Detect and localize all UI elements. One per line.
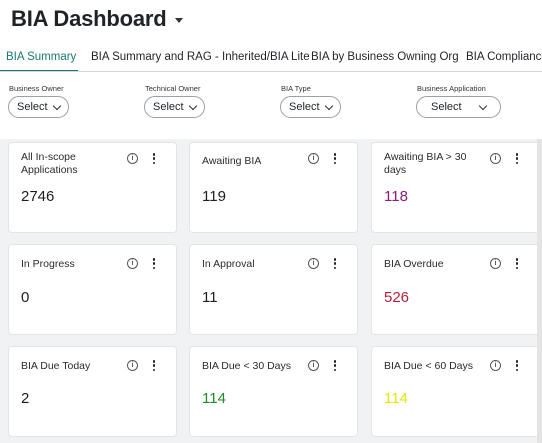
chevron-down-icon	[324, 101, 333, 110]
card-value: 0	[21, 289, 30, 306]
card-label: In Progress	[21, 258, 75, 270]
chevron-down-icon	[478, 101, 487, 110]
business-application-select[interactable]: Select	[416, 96, 501, 118]
info-icon[interactable]: i	[490, 360, 501, 371]
info-icon[interactable]: i	[308, 153, 319, 164]
more-options-icon[interactable]	[152, 359, 156, 372]
technical-owner-select[interactable]: Select	[144, 96, 205, 118]
more-options-icon[interactable]	[333, 152, 337, 165]
card-label: BIA Due Today	[21, 360, 91, 372]
card-value: 114	[384, 390, 408, 407]
filter-label: Business Application	[417, 84, 486, 93]
tab-bia-business-owning-org[interactable]: BIA by Business Owning Org	[311, 51, 459, 63]
chevron-down-icon	[52, 101, 61, 110]
card-value: 114	[202, 390, 226, 407]
chevron-down-icon[interactable]	[174, 18, 183, 23]
more-options-icon[interactable]	[152, 152, 156, 165]
filter-bia-type: BIA Type Select	[280, 84, 341, 118]
info-icon[interactable]: i	[308, 360, 319, 371]
more-options-icon[interactable]	[515, 359, 519, 372]
card-label: Awaiting BIA	[202, 155, 262, 167]
metric-card-awaiting-bia[interactable]: Awaiting BIA i 119	[190, 143, 357, 232]
more-options-icon[interactable]	[515, 257, 519, 270]
tab-bia-summary[interactable]: BIA Summary	[6, 51, 77, 63]
more-options-icon[interactable]	[515, 152, 519, 165]
info-icon[interactable]: i	[308, 258, 319, 269]
info-icon[interactable]: i	[490, 153, 501, 164]
info-icon[interactable]: i	[127, 360, 138, 371]
card-value: 118	[384, 188, 408, 205]
metric-card-bia-overdue[interactable]: BIA Overdue i 526	[372, 245, 539, 334]
card-label: All In-scope Applications	[21, 151, 78, 176]
filter-business-application: Business Application Select	[416, 84, 501, 118]
card-value: 11	[202, 289, 218, 306]
more-options-icon[interactable]	[333, 257, 337, 270]
title-row: BIA Dashboard	[11, 6, 183, 32]
card-value: 2746	[21, 188, 55, 205]
select-value: Select	[289, 101, 320, 113]
metric-card-bia-due-30-days[interactable]: BIA Due < 30 Days i 114	[190, 347, 357, 436]
metric-card-bia-due-60-days[interactable]: BIA Due < 60 Days i 114	[372, 347, 539, 436]
filter-label: Technical Owner	[145, 84, 201, 93]
tab-bia-summary-rag[interactable]: BIA Summary and RAG - Inherited/BIA Lite	[91, 51, 310, 63]
metric-card-all-in-scope[interactable]: All In-scope Applications i 2746	[9, 143, 176, 232]
bia-type-select[interactable]: Select	[280, 96, 341, 118]
select-value: Select	[153, 101, 184, 113]
card-label: In Approval	[202, 258, 255, 270]
card-value: 119	[202, 188, 226, 205]
business-owner-select[interactable]: Select	[8, 96, 69, 118]
dashboard-header-area: BIA Dashboard BIA Summary BIA Summary an…	[0, 0, 542, 139]
filter-label: Business Owner	[9, 84, 64, 93]
metric-card-in-approval[interactable]: In Approval i 11	[190, 245, 357, 334]
select-value: Select	[431, 101, 462, 113]
filter-business-owner: Business Owner Select	[8, 84, 69, 118]
filter-label: BIA Type	[281, 84, 311, 93]
active-tab-indicator	[0, 70, 78, 71]
more-options-icon[interactable]	[152, 257, 156, 270]
page-title: BIA Dashboard	[11, 6, 167, 31]
metric-card-awaiting-bia-30-days[interactable]: Awaiting BIA > 30 days i 118	[372, 143, 539, 232]
more-options-icon[interactable]	[333, 359, 337, 372]
vertical-scrollbar[interactable]	[537, 139, 542, 443]
card-label: BIA Overdue	[384, 258, 444, 270]
tab-bar: BIA Summary BIA Summary and RAG - Inheri…	[0, 46, 542, 72]
info-icon[interactable]: i	[127, 153, 138, 164]
info-icon[interactable]: i	[490, 258, 501, 269]
metric-card-bia-due-today[interactable]: BIA Due Today i 2	[9, 347, 176, 436]
card-value: 2	[21, 390, 30, 407]
tab-bia-compliance[interactable]: BIA Compliance	[466, 51, 542, 63]
metric-card-in-progress[interactable]: In Progress i 0	[9, 245, 176, 334]
info-icon[interactable]: i	[127, 258, 138, 269]
chevron-down-icon	[188, 101, 197, 110]
filter-technical-owner: Technical Owner Select	[144, 84, 205, 118]
card-label: Awaiting BIA > 30 days	[384, 151, 467, 176]
card-value: 526	[384, 289, 410, 306]
select-value: Select	[17, 101, 48, 113]
card-label: BIA Due < 60 Days	[384, 360, 474, 372]
card-label: BIA Due < 30 Days	[202, 360, 292, 372]
